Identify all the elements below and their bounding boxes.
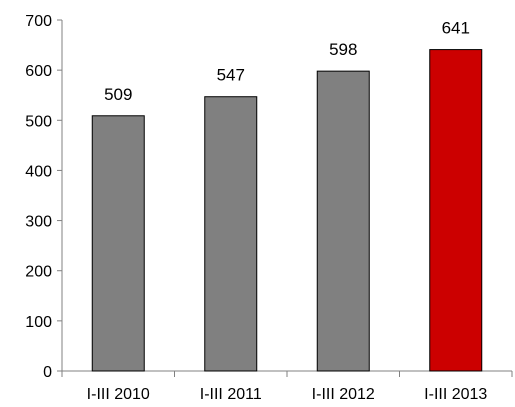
x-tick-label: I-III 2011 [200,386,262,403]
y-tick-label: 200 [25,264,52,281]
y-tick-label: 0 [43,364,52,381]
x-axis: I-III 2010 I-III 2011 I-III 2012 I-III 2013 [61,370,513,403]
bar [91,115,145,372]
data-label: 641 [442,19,470,38]
bar [429,49,483,372]
y-tick-label: 500 [25,113,52,130]
x-tick-label: I-III 2012 [312,386,375,403]
y-tick-label: 600 [25,63,52,80]
data-label: 509 [104,85,132,104]
y-tick-label: 700 [25,13,52,30]
bars [91,49,483,372]
data-label: 598 [329,40,357,59]
data-label: 547 [217,66,245,85]
y-tick-label: 300 [25,214,52,231]
x-tick-label: I-III 2010 [87,386,150,403]
y-axis: 0 100 200 300 400 500 600 700 [25,13,63,381]
bar [316,70,370,372]
bar [204,96,258,372]
x-tick-label: I-III 2013 [424,386,487,403]
y-tick-label: 100 [25,314,52,331]
y-tick-label: 400 [25,163,52,180]
data-labels: 509 547 598 641 [104,19,470,104]
